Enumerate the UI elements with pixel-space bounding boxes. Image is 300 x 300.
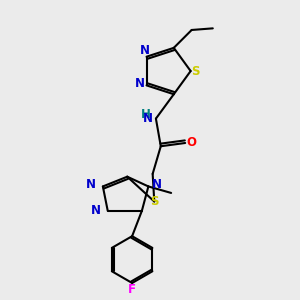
Text: F: F — [128, 283, 136, 296]
Text: N: N — [152, 178, 162, 191]
Text: O: O — [186, 136, 196, 149]
Text: N: N — [91, 204, 101, 217]
Text: N: N — [143, 112, 153, 125]
Text: N: N — [135, 77, 145, 90]
Text: H: H — [141, 108, 150, 121]
Text: S: S — [191, 64, 200, 77]
Text: N: N — [140, 44, 150, 57]
Text: N: N — [86, 178, 96, 191]
Text: S: S — [150, 195, 158, 208]
